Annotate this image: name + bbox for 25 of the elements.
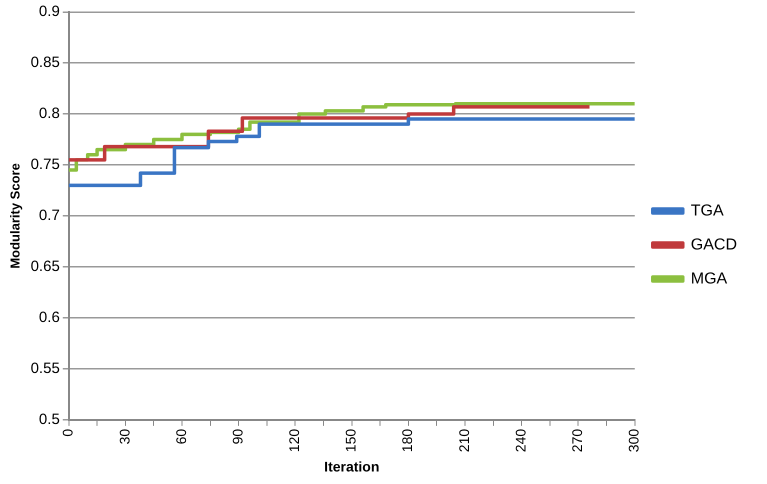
y-tick-label: 0.6 xyxy=(38,309,60,326)
x-tick-label: 120 xyxy=(286,428,302,452)
x-tick-label: 210 xyxy=(456,428,472,452)
x-tick-label: 90 xyxy=(229,428,246,444)
x-tick-label: 240 xyxy=(512,428,528,452)
x-tick-label: 150 xyxy=(342,428,359,452)
legend-label: TGA xyxy=(690,202,724,220)
legend-label: GACD xyxy=(690,236,738,254)
y-tick-label: 0.65 xyxy=(30,258,60,276)
x-tick-label: 0 xyxy=(60,428,76,437)
y-tick-label: 0.75 xyxy=(30,156,60,174)
y-tick-label: 0.8 xyxy=(38,105,60,122)
x-tick-label: 180 xyxy=(399,428,416,452)
x-tick-label: 300 xyxy=(626,428,642,452)
y-tick-label: 0.7 xyxy=(38,207,60,224)
x-tick-label: 30 xyxy=(116,428,132,444)
y-tick-label: 0.5 xyxy=(38,410,60,428)
legend-label: MGA xyxy=(690,270,728,288)
y-tick-label: 0.55 xyxy=(30,360,60,377)
x-tick-label: 270 xyxy=(569,428,586,452)
y-axis-title: Modularity Score xyxy=(7,163,22,269)
y-tick-label: 0.85 xyxy=(30,54,60,72)
x-axis-title: Iteration xyxy=(324,458,380,474)
y-tick-label: 0.9 xyxy=(38,3,60,20)
x-tick-label: 60 xyxy=(172,428,189,444)
